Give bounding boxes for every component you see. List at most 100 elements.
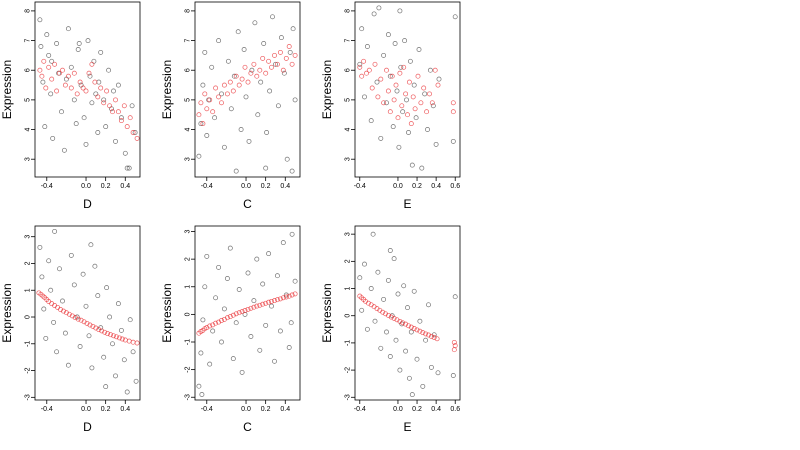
x-tick-label: 0.6 (450, 183, 460, 190)
fitted-point (251, 304, 257, 310)
fitted-point (380, 309, 386, 315)
fitted-point (92, 79, 98, 85)
fitted-point (245, 306, 251, 312)
fitted-point (254, 303, 260, 309)
fitted-point (260, 55, 266, 61)
observed-point (89, 100, 95, 106)
observed-point (395, 291, 401, 297)
fitted-point (52, 61, 58, 67)
observed-point (198, 350, 204, 356)
observed-point (200, 82, 206, 88)
fitted-point (102, 329, 108, 335)
y-tick-label: 6 (345, 68, 352, 72)
observed-point (54, 349, 60, 355)
observed-point (225, 58, 231, 64)
observed-point (196, 383, 202, 389)
observed-point (233, 320, 239, 326)
observed-point (419, 165, 425, 171)
y-tick-label: 5 (345, 98, 352, 102)
observed-point (287, 49, 293, 55)
fitted-point (95, 94, 101, 100)
observed-point (292, 278, 298, 284)
observed-point (63, 76, 69, 82)
observed-point (251, 298, 257, 304)
observed-point (104, 285, 110, 291)
observed-point (404, 97, 409, 103)
observed-point (387, 354, 393, 359)
observed-point (378, 345, 384, 351)
chart-panel-3: -0.4 0.0 0.2 0.4 0.6 3 4 5 6 7 8 E Expression (320, 1, 461, 211)
y-tick-label: 7 (25, 39, 32, 43)
fitted-point (83, 88, 89, 94)
fitted-point (242, 308, 248, 313)
observed-point (68, 252, 74, 258)
fitted-point (96, 327, 102, 333)
observed-point (43, 335, 49, 341)
fitted-point (384, 67, 389, 73)
fitted-point (272, 298, 277, 304)
observed-point (390, 124, 396, 130)
observed-point (50, 135, 56, 141)
observed-point (81, 115, 87, 121)
fitted-point (251, 61, 257, 67)
fitted-point (420, 330, 426, 336)
observed-point (118, 115, 124, 121)
fitted-point (277, 49, 283, 55)
y-tick-label: 3 (25, 157, 32, 161)
fitted-point (292, 52, 298, 58)
fitted-point (421, 85, 427, 91)
fitted-point (269, 64, 274, 70)
fitted-point (204, 106, 210, 112)
observed-point (267, 88, 273, 94)
observed-point (213, 295, 219, 301)
observed-point (107, 314, 113, 320)
fitted-point (86, 70, 92, 76)
observed-point (238, 127, 244, 132)
observed-point (255, 112, 261, 118)
observed-point (200, 317, 206, 323)
fitted-point (210, 109, 216, 115)
fitted-point (361, 58, 367, 64)
observed-point (245, 270, 251, 276)
fitted-point (236, 310, 242, 316)
fitted-point (219, 318, 224, 323)
x-tick-label: 0.0 (393, 406, 403, 413)
observed-point (278, 35, 284, 41)
fitted-point (200, 121, 206, 127)
observed-point (42, 124, 48, 130)
fitted-point (383, 311, 388, 317)
observed-point (83, 303, 89, 309)
fitted-point (104, 88, 110, 94)
fitted-point (401, 64, 407, 70)
observed-point (127, 317, 133, 323)
y-tick-label: 4 (185, 127, 192, 131)
observed-point (435, 370, 441, 376)
observed-point (290, 26, 296, 32)
fitted-point (68, 85, 74, 91)
observed-point (210, 328, 216, 334)
y-tick-label: 0 (25, 315, 32, 319)
fitted-point (406, 79, 412, 85)
x-tick-label: 0.4 (120, 406, 130, 413)
fitted-point (403, 91, 409, 97)
observed-point (93, 91, 99, 97)
observed-point (115, 301, 121, 307)
observed-point (272, 358, 277, 364)
fitted-point (62, 82, 68, 88)
y-tick-label: 0 (185, 312, 192, 316)
observed-point (427, 67, 433, 73)
observed-point (212, 115, 218, 121)
fitted-point (257, 302, 263, 308)
observed-point (46, 258, 52, 264)
fitted-point (451, 347, 457, 353)
fitted-point (366, 67, 372, 73)
fitted-point (113, 334, 119, 340)
fitted-point (260, 301, 266, 307)
fitted-point (289, 292, 295, 298)
y-axis-label: Expression (0, 60, 14, 119)
fitted-point (216, 94, 222, 100)
plot-frame (194, 225, 301, 401)
observed-point (397, 8, 403, 14)
observed-point (394, 88, 400, 94)
observed-point (261, 41, 267, 46)
